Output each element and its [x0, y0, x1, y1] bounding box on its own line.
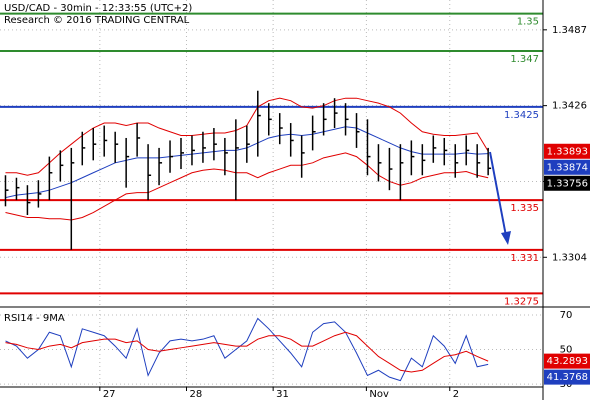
value-box — [544, 175, 590, 191]
chart-subtitle: Research © 2016 TRADING CENTRAL — [4, 15, 190, 26]
x-tick-label: 27 — [103, 389, 116, 400]
value-box — [544, 159, 590, 175]
value-box-label: 1.33893 — [547, 146, 588, 157]
arrow-head — [501, 231, 511, 245]
value-box — [544, 143, 590, 159]
rsi-title: RSI14 - 9MA — [4, 313, 65, 324]
level-label: 1.35 — [517, 17, 539, 28]
y-tick-label: 70 — [560, 310, 573, 321]
rsi-line — [5, 317, 489, 382]
value-box — [544, 369, 590, 385]
value-box-label: 1.33874 — [547, 162, 588, 173]
value-box-label: 1.33756 — [547, 178, 588, 189]
x-tick-label: 28 — [189, 389, 202, 400]
level-label: 1.3275 — [504, 296, 539, 307]
value-box-label: 43.2893 — [547, 356, 588, 367]
level-label: 1.335 — [510, 203, 539, 214]
value-box — [544, 353, 590, 369]
level-label: 1.347 — [510, 54, 539, 65]
grid — [0, 0, 543, 387]
x-tick-label: 2 — [453, 389, 459, 400]
y-tick-label: 1.3487 — [552, 25, 587, 36]
rsi-line — [5, 331, 489, 373]
x-tick-label: Nov — [369, 389, 389, 400]
level-label: 1.3425 — [504, 110, 539, 121]
forecast-arrow — [489, 151, 511, 245]
chart-title: USD/CAD - 30min - 12:33:55 (UTC+2) — [4, 3, 192, 14]
overlay-line — [5, 152, 489, 221]
plot: 1.35 1.347 1.3425 1.335 1.331 1.3275 — [0, 12, 543, 382]
level-label: 1.331 — [510, 253, 539, 264]
y-tick-label: 1.3304 — [552, 252, 587, 263]
y-tick-label: 1.3426 — [552, 101, 587, 112]
value-box-label: 41.3768 — [547, 372, 588, 383]
labels: 1.33041.33651.34261.3487305070272831Nov2… — [99, 25, 590, 400]
arrow-shaft — [489, 151, 507, 237]
y-tick-label: 50 — [560, 345, 573, 356]
x-tick-label: 31 — [276, 389, 289, 400]
